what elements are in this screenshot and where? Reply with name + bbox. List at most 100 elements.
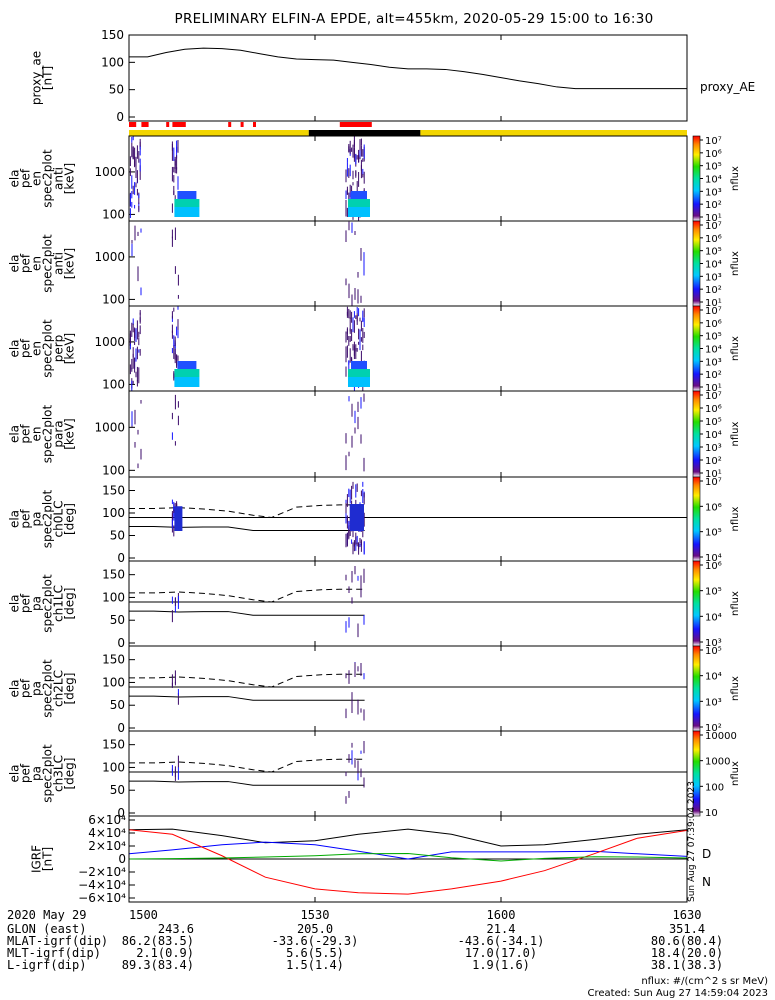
y-axis-label: [deg] (63, 673, 77, 705)
y-axis-label: [nT] (41, 66, 55, 90)
colorbar (692, 390, 701, 478)
colorbar-label: nflux (730, 251, 741, 276)
footer-row-value: 38.1(38.3) (651, 958, 723, 972)
y-axis-label: ela (8, 425, 22, 443)
footer-row-value: -43.6(-34.1) (458, 934, 545, 948)
state-segment (129, 130, 309, 136)
colorbar-tick-label: 10³ (705, 443, 722, 454)
y-axis-label: ch3LC (52, 755, 66, 792)
units-note: nflux: #/(cm^2 s sr MeV) (641, 976, 768, 987)
spectrum-core (351, 191, 367, 199)
y-axis-label: spec2plot (41, 574, 55, 633)
colorbar-label: nflux (730, 506, 741, 531)
panel-frame (128, 730, 688, 817)
state-segment (420, 130, 687, 136)
footer-row-value: 17.0(17.0) (465, 946, 537, 960)
y-axis-label: anti (52, 252, 66, 275)
spectrum-core (351, 361, 367, 369)
y-tick-label: 0 (117, 636, 125, 650)
colorbar-tick-label: 10⁷ (705, 306, 722, 317)
colorbar-tick-label: 10⁴ (705, 430, 722, 441)
y-axis-label: en (30, 256, 44, 271)
footer-row-label: GLON (east) (7, 922, 86, 936)
footer-date: 2020 May 29 (7, 908, 86, 922)
colorbar-tick-label: 10000 (705, 731, 737, 742)
y-axis-label: en (30, 171, 44, 186)
footer-layer: 2020 May 29 1500 1530 1600 1630 GLON (east) 24… (7, 908, 768, 999)
y-axis-label: ch0LC (52, 501, 66, 538)
y-tick-label: 150 (102, 738, 125, 752)
spectrum-core (348, 369, 370, 377)
footer-row-value: 80.6(80.4) (651, 934, 723, 948)
loss-cone-lower (129, 526, 365, 532)
loss-cone-lower (129, 780, 365, 786)
y-tick-label: 100 (102, 590, 125, 604)
colorbar-tick-label: 10⁷ (705, 136, 722, 147)
created-stamp-vertical: Sun Aug 27 07:39:04 2023 (687, 781, 697, 902)
footer-row-value: 86.2(83.5) (122, 934, 194, 948)
y-tick-label: 100 (102, 760, 125, 774)
loss-cone-upper (129, 673, 365, 688)
spectrum-core (177, 191, 197, 199)
y-axis-label: ela (8, 510, 22, 528)
y-tick-label: −2×10⁴ (78, 865, 126, 879)
pitch-core (350, 504, 364, 531)
panel-frame (128, 645, 688, 732)
y-tick-label: 0 (118, 852, 126, 866)
y-tick-label: 1000 (94, 165, 125, 179)
igrf-component-black (128, 828, 688, 847)
y-axis-label: [deg] (63, 503, 77, 535)
y-axis-label: en (30, 341, 44, 356)
colorbar-tick-label: 10³ (705, 272, 722, 283)
y-tick-label: 0 (116, 110, 124, 124)
y-axis-label: pef (19, 509, 33, 529)
y-axis-label: pef (19, 338, 33, 358)
y-tick-label: 100 (102, 207, 125, 221)
side-label-d: D (702, 847, 711, 861)
y-axis-label: ela (8, 254, 22, 272)
spectrum-core (174, 377, 200, 387)
colorbar-tick-label: 10⁴ (705, 612, 722, 623)
time-tick-label: 1600 (487, 908, 516, 922)
y-axis-label: spec2plot (41, 234, 55, 293)
y-axis-label: spec2plot (41, 149, 55, 208)
colorbar-tick-label: 10³ (705, 357, 722, 368)
y-axis-label: pa (30, 596, 44, 611)
quality-flag (240, 122, 244, 127)
y-tick-label: 100 (102, 292, 125, 306)
colorbar (692, 135, 701, 222)
colorbar (692, 730, 701, 817)
y-axis-label: pef (19, 168, 33, 188)
igrf-component-green (128, 852, 688, 862)
y-axis-label: spec2plot (41, 404, 55, 463)
spectrum-core (348, 199, 370, 207)
loss-cone-lower (129, 695, 365, 701)
colorbar-tick-label: 10⁴ (705, 260, 722, 271)
y-axis-label: para (52, 420, 66, 447)
y-tick-label: 100 (102, 506, 125, 520)
y-axis-label: ela (8, 169, 22, 187)
colorbar-tick-label: 10² (705, 370, 722, 381)
y-axis-label: [deg] (63, 758, 77, 790)
quality-flag (141, 122, 149, 127)
spectrum-core (174, 369, 200, 377)
igrf-component-blue (128, 841, 688, 860)
y-tick-label: 1000 (94, 250, 125, 264)
y-axis-label: pa (30, 766, 44, 781)
footer-row-label: MLAT-igrf(dip) (7, 934, 108, 948)
footer-row-value: 89.3(83.4) (122, 958, 194, 972)
colorbar-tick-label: 10¹ (705, 469, 722, 480)
colorbar-tick-label: 10⁶ (705, 319, 722, 330)
footer-row-value: 351.4 (669, 922, 705, 936)
colorbar-tick-label: 10⁶ (705, 149, 722, 160)
footer-row-label: MLT-igrf(dip) (7, 946, 101, 960)
y-axis-label: anti (52, 167, 66, 190)
status-bars (129, 122, 687, 136)
spectrum-core (177, 361, 197, 369)
panel-frame (128, 476, 688, 562)
colorbar-tick-label: 1000 (705, 757, 730, 768)
y-axis-label: ela (8, 764, 22, 782)
footer-row-value: 205.0 (297, 922, 333, 936)
